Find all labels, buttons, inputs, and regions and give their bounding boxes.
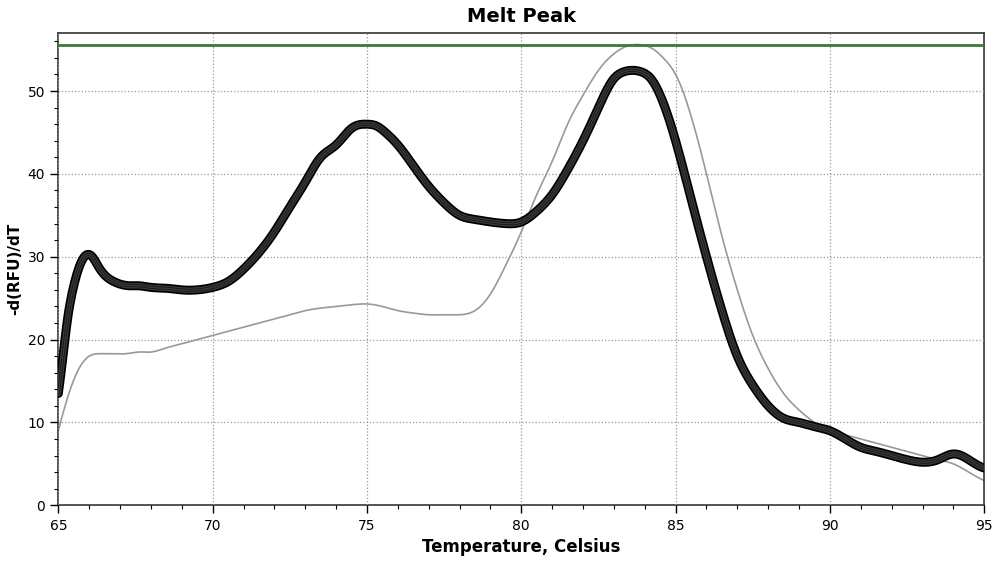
X-axis label: Temperature, Celsius: Temperature, Celsius	[422, 538, 620, 556]
Y-axis label: -d(RFU)/dT: -d(RFU)/dT	[7, 223, 22, 315]
Title: Melt Peak: Melt Peak	[467, 7, 576, 26]
